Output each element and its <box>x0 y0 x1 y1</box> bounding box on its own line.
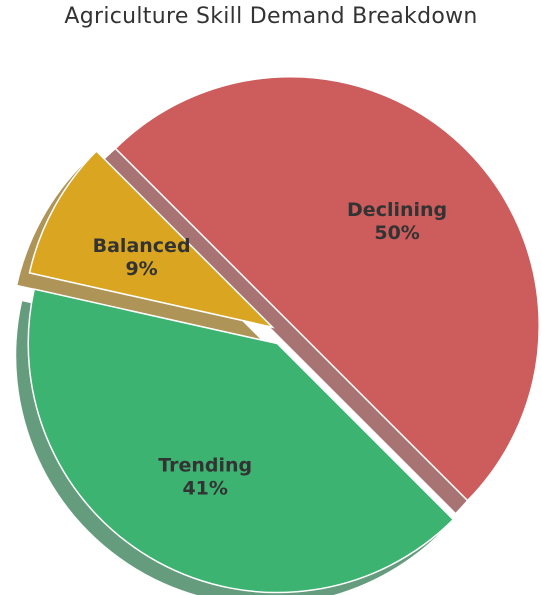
chart-title: Agriculture Skill Demand Breakdown <box>64 4 478 29</box>
slice-percent-label: 50% <box>374 222 419 244</box>
slice-percent-label: 9% <box>125 258 157 280</box>
slice-percent-label: 41% <box>182 477 227 499</box>
slice-category-label: Trending <box>158 454 252 476</box>
slice-category-label: Balanced <box>93 235 191 257</box>
slice-category-label: Declining <box>347 199 447 221</box>
pie-slice-declining <box>114 76 540 502</box>
pie-slice-balanced <box>28 150 275 329</box>
pie-slice-trending <box>27 288 455 594</box>
slice-layer <box>27 76 540 594</box>
